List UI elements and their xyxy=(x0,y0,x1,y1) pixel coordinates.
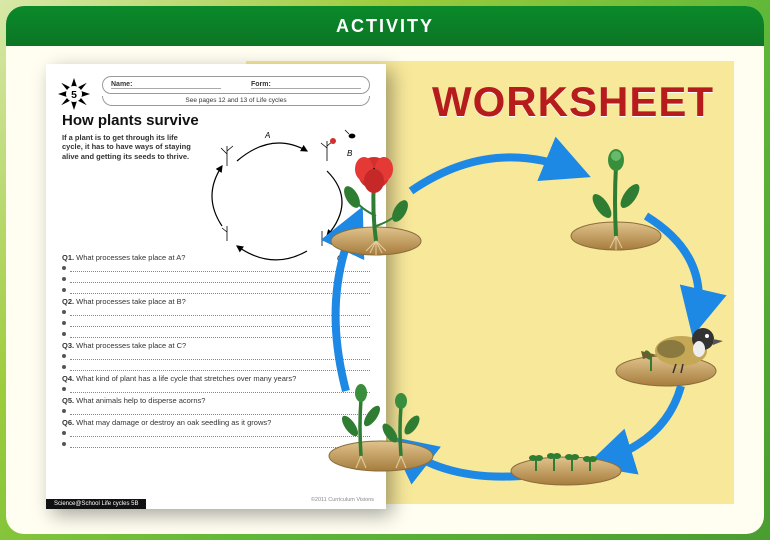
see-pages-note: See pages 12 and 13 of Life cycles xyxy=(102,96,370,106)
stage-bird-seed xyxy=(616,328,723,386)
cycle-arrow xyxy=(601,386,681,461)
cycle-arrow xyxy=(411,157,576,191)
life-cycle-diagram xyxy=(316,121,746,521)
worksheet-footer: Science@School Life cycles 5B xyxy=(46,499,146,509)
intro-text: If a plant is to get through its life cy… xyxy=(62,133,192,161)
number-burst-icon: 5 xyxy=(58,78,90,110)
svg-text:A: A xyxy=(264,131,270,140)
stage-bud-plant xyxy=(571,149,661,250)
name-form-fields: Name: Form: xyxy=(102,76,370,94)
svg-text:5: 5 xyxy=(71,90,77,101)
stage-flowering-plant xyxy=(331,157,421,255)
worksheet-title: WORKSHEET xyxy=(432,78,714,126)
stage-young-plants xyxy=(329,384,433,471)
activity-header: ACTIVITY xyxy=(6,6,764,46)
